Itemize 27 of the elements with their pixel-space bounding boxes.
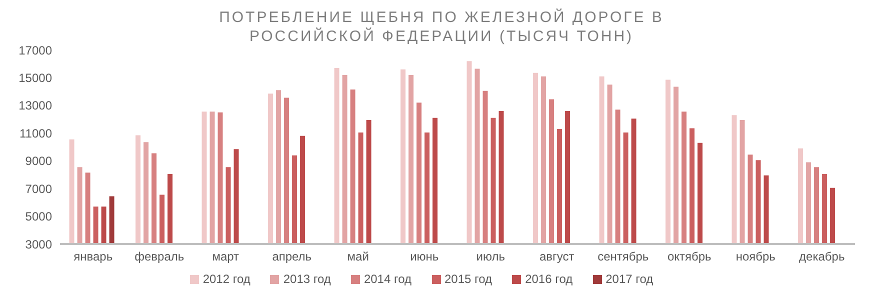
y-tick-label: 15000 <box>18 70 52 85</box>
x-tick-label: ноябрь <box>736 250 776 264</box>
y-tick-label: 11000 <box>20 126 52 140</box>
legend-label: 2014 год <box>364 272 412 286</box>
y-tick-label: 9000 <box>25 154 52 168</box>
x-tick-label: август <box>539 250 575 264</box>
x-tick-label: январь <box>74 250 113 264</box>
x-tick-label: октябрь <box>667 250 712 264</box>
x-tick-label: июль <box>476 250 505 264</box>
chart-title: ПОТРЕБЛЕНИЕ ЩЕБНЯ ПО ЖЕЛЕЗНОЙ ДОРОГЕ В РОССИЙСКОЙ ФЕДЕРАЦИИ (ТЫСЯЧ ТОНН) <box>218 8 665 46</box>
legend-label: 2016 год <box>525 272 573 286</box>
x-tick-label: май <box>347 250 369 264</box>
x-tick-label: апрель <box>272 250 312 264</box>
legend-label: 2017 год <box>606 272 654 286</box>
x-tick-label: март <box>212 250 240 264</box>
legend-label: 2012 год <box>202 272 250 286</box>
y-tick-label: 3000 <box>25 237 52 252</box>
y-tick-label: 13000 <box>18 98 52 113</box>
x-tick-label: декабрь <box>799 250 845 264</box>
legend-label: 2013 год <box>283 272 331 286</box>
y-tick-label: 17000 <box>18 43 52 58</box>
x-tick-label: июнь <box>410 250 439 264</box>
x-tick-label: сентябрь <box>598 250 649 264</box>
legend-label: 2015 год <box>444 272 492 286</box>
x-tick-label: февраль <box>134 250 184 264</box>
y-tick-label: 7000 <box>25 182 52 196</box>
y-tick-label: 5000 <box>25 210 52 224</box>
